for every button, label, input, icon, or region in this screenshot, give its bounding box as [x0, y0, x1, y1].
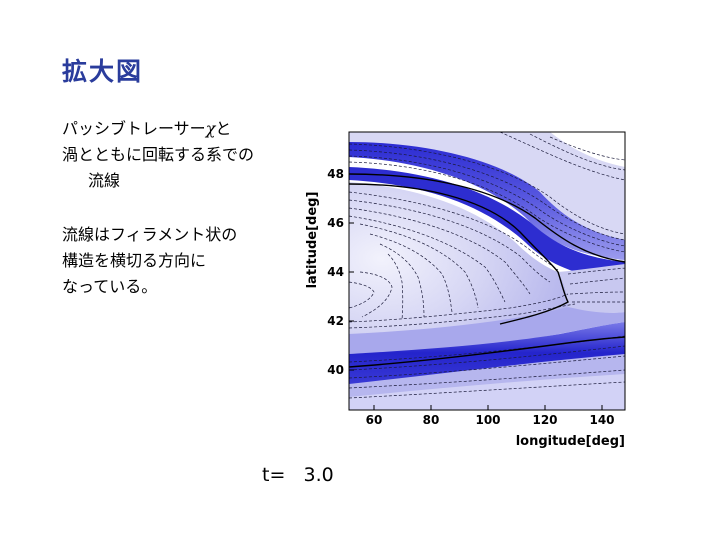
- text-line: 渦とともに回転する系での: [62, 145, 255, 164]
- y-tick-label: 48: [327, 167, 344, 181]
- contour-line: [349, 336, 625, 368]
- streamline: [349, 199, 551, 283]
- right-mid-region: [558, 264, 625, 313]
- y-tick-label: 46: [327, 216, 344, 230]
- streamline: [349, 345, 625, 371]
- y-tick-label: 42: [327, 314, 344, 328]
- x-tick-label: 140: [589, 413, 614, 427]
- bottom-lighter-region: [349, 374, 625, 410]
- streamline: [349, 215, 506, 303]
- upper-blue-band: [349, 142, 625, 260]
- streamline: [529, 133, 625, 171]
- top-right-white-region: [550, 132, 625, 167]
- streamline: [359, 271, 393, 318]
- streamlines: [349, 132, 625, 399]
- upper-dark-band: [349, 167, 625, 282]
- text-line: 流線はフィラメント状の: [62, 225, 238, 244]
- streamline: [349, 143, 625, 235]
- text-line: なっている。: [62, 277, 158, 296]
- time-label: t= 3.0: [262, 464, 334, 486]
- plot-area: [349, 132, 625, 410]
- streamline: [349, 155, 625, 247]
- contour-line: [349, 183, 569, 325]
- streamline: [349, 191, 559, 271]
- streamline: [569, 291, 625, 295]
- contour-lines: [349, 173, 625, 368]
- paragraph-tracer: パッシブトレーサーχと 渦とともに回転する系での 流線: [62, 116, 302, 194]
- streamline: [349, 381, 625, 399]
- lower-light-band: [349, 307, 625, 354]
- streamline: [499, 132, 625, 181]
- streamline: [349, 281, 375, 309]
- text-line: 流線: [88, 171, 121, 190]
- text-line: パッシブトレーサーχと: [62, 116, 302, 142]
- streamline: [349, 369, 625, 389]
- text-line: 構造を横切る方向に: [62, 251, 207, 270]
- top-right-light-region: [349, 132, 625, 262]
- contour-line: [349, 173, 625, 263]
- x-tick-label: 80: [423, 413, 440, 427]
- streamline: [567, 267, 625, 275]
- body-text: パッシブトレーサーχと 渦とともに回転する系での 流線 流線はフィラメント状の …: [62, 116, 302, 328]
- text-line-part: と: [215, 119, 232, 138]
- streamline: [549, 136, 625, 161]
- y-axis: 48 46 44 42 40: [327, 167, 354, 377]
- streamline: [349, 207, 531, 295]
- contour-plot: 48 46 44 42 40 latitude[deg] 60 80 100 1…: [305, 131, 626, 449]
- x-axis-label: longitude[deg]: [516, 434, 625, 449]
- y-tick-label: 40: [327, 363, 344, 377]
- streamline: [349, 149, 625, 241]
- streamline: [569, 277, 625, 285]
- y-axis-label: latitude[deg]: [305, 192, 320, 289]
- streamline: [349, 355, 625, 379]
- x-tick-label: 60: [366, 413, 383, 427]
- chi-symbol: χ: [205, 119, 216, 138]
- x-axis: 60 80 100 120 140: [366, 405, 615, 427]
- streamline: [379, 243, 425, 318]
- streamline: [359, 223, 479, 309]
- vortex-core-region: [349, 182, 568, 336]
- x-tick-label: 120: [532, 413, 557, 427]
- streamline: [349, 293, 569, 323]
- streamline: [387, 253, 404, 321]
- y-tick-label: 44: [327, 265, 344, 279]
- paragraph-streamlines: 流線はフィラメント状の 構造を横切る方向に なっている。: [62, 222, 302, 300]
- plot-frame: [348, 131, 626, 411]
- slide-title: 拡大図: [62, 57, 144, 86]
- text-line-part: パッシブトレーサー: [62, 119, 206, 138]
- x-tick-label: 100: [475, 413, 500, 427]
